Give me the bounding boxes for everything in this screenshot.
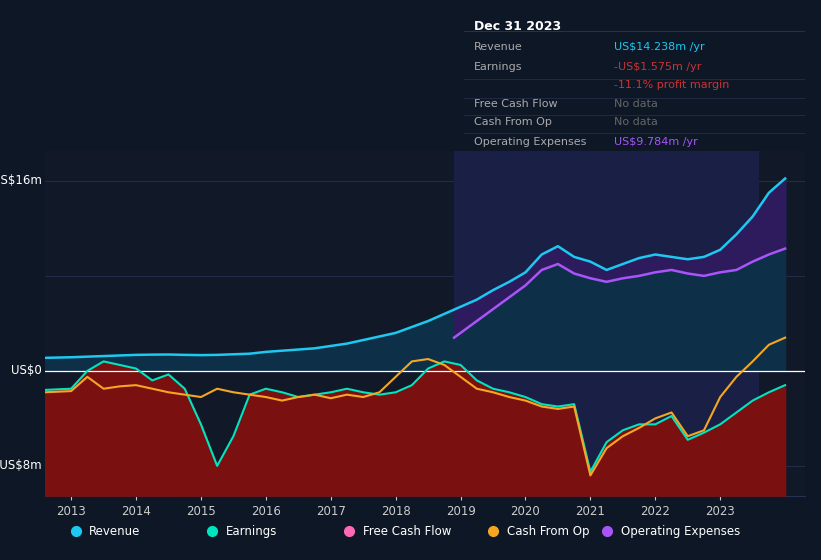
Text: US$9.784m /yr: US$9.784m /yr xyxy=(614,137,698,147)
Text: US$14.238m /yr: US$14.238m /yr xyxy=(614,41,704,52)
Text: Free Cash Flow: Free Cash Flow xyxy=(474,99,557,109)
Text: Cash From Op: Cash From Op xyxy=(507,525,589,538)
Text: US$0: US$0 xyxy=(11,365,42,377)
Bar xyxy=(454,151,759,496)
Text: Dec 31 2023: Dec 31 2023 xyxy=(474,20,562,32)
Text: No data: No data xyxy=(614,116,658,127)
Text: Revenue: Revenue xyxy=(474,41,523,52)
Text: Free Cash Flow: Free Cash Flow xyxy=(363,525,451,538)
Text: US$16m: US$16m xyxy=(0,174,42,188)
Text: -US$1.575m /yr: -US$1.575m /yr xyxy=(614,63,701,72)
Text: -US$8m: -US$8m xyxy=(0,459,42,473)
Text: -11.1% profit margin: -11.1% profit margin xyxy=(614,80,729,90)
Text: Operating Expenses: Operating Expenses xyxy=(621,525,740,538)
Text: Operating Expenses: Operating Expenses xyxy=(474,137,586,147)
Text: Revenue: Revenue xyxy=(89,525,140,538)
Text: Earnings: Earnings xyxy=(474,63,523,72)
Text: Cash From Op: Cash From Op xyxy=(474,116,552,127)
Text: Earnings: Earnings xyxy=(226,525,277,538)
Text: No data: No data xyxy=(614,99,658,109)
